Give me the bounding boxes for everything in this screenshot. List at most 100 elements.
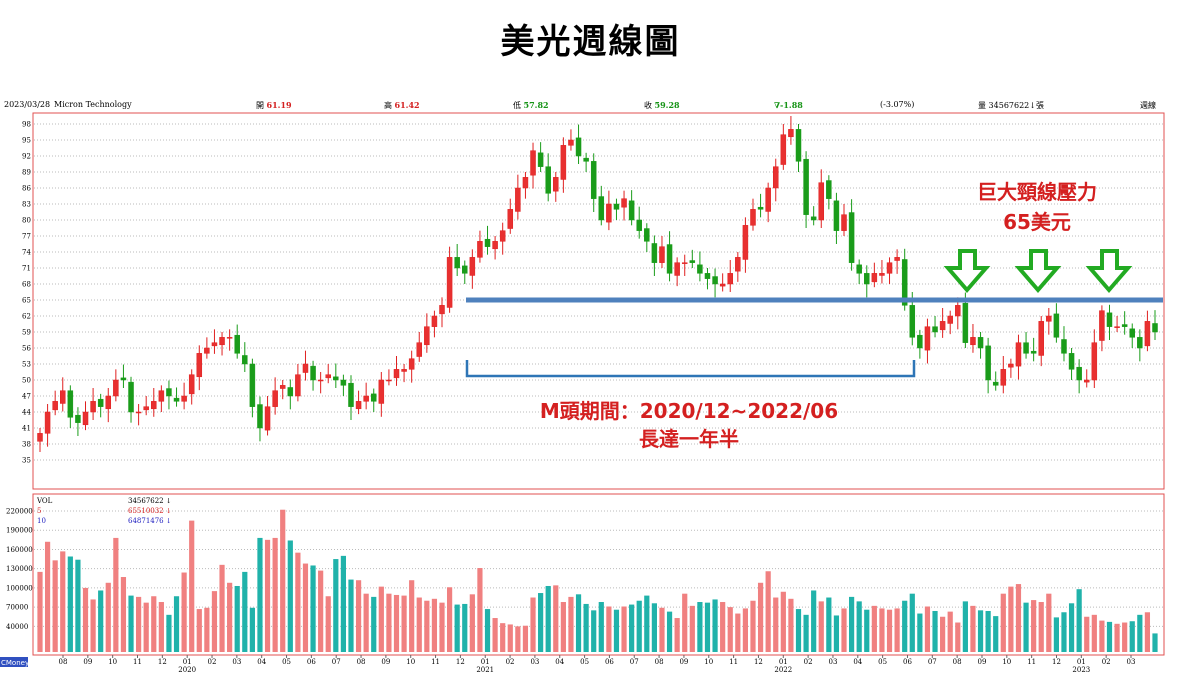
volume-bar: [841, 608, 847, 652]
candle: [166, 380, 172, 410]
volume-bar: [431, 598, 438, 652]
candle: [462, 260, 468, 284]
year-label: 2023: [1072, 666, 1090, 674]
month-label: 09: [679, 658, 688, 666]
volume-bar: [318, 570, 324, 652]
m-top-length: 長達一年半: [639, 427, 739, 451]
candle-body: [818, 182, 825, 221]
volume-bar: [674, 618, 680, 652]
candle-body: [60, 390, 66, 404]
volume-bar: [287, 540, 293, 652]
volume-bar: [1114, 623, 1120, 652]
volume-bar: [606, 606, 612, 652]
volume-bar: [340, 555, 347, 652]
volume-bar: [621, 606, 627, 652]
volume-bar: [82, 587, 89, 652]
volume-unit: ↓張: [1029, 101, 1044, 110]
candle-body: [325, 374, 331, 379]
candle: [499, 222, 506, 255]
candle-body: [613, 203, 620, 210]
candle-body: [196, 353, 203, 378]
volume-bar: [886, 609, 893, 652]
volume-bar: [211, 591, 218, 652]
candle: [795, 124, 802, 172]
volume-bar: [234, 585, 240, 652]
candle-body: [1144, 321, 1151, 347]
month-label: 02: [208, 658, 217, 666]
volume-bar: [651, 603, 657, 652]
candle: [735, 252, 741, 282]
candle-body: [507, 209, 514, 229]
candle-body: [590, 161, 597, 199]
month-label: 03: [1127, 658, 1136, 666]
candle: [393, 356, 400, 386]
candle-body: [1091, 342, 1098, 381]
candle: [841, 204, 847, 236]
price-tick-label: 80: [22, 217, 31, 225]
volume-bar: [955, 622, 961, 652]
candle-body: [606, 203, 612, 223]
volume-bar: [682, 593, 688, 652]
volume-axis-labels: 40000 70000 100000 130000 160000 190000 220000: [6, 508, 33, 631]
price-tick-label: 62: [22, 313, 31, 321]
month-label: 11: [431, 658, 440, 666]
candle-body: [917, 334, 923, 349]
month-label: 03: [232, 658, 241, 666]
price-tick-label: 98: [22, 121, 31, 129]
volume-bar: [477, 568, 483, 652]
candle-body: [439, 305, 445, 315]
resistance-title: 巨大頸線壓力: [977, 180, 1097, 204]
volume-bar: [151, 596, 157, 652]
volume-bar: [439, 602, 445, 652]
price-tick-label: 35: [22, 457, 31, 465]
price-tick-label: 50: [22, 377, 31, 385]
volume-bar: [560, 602, 566, 652]
candle: [644, 223, 650, 252]
candle: [158, 385, 165, 412]
candle-body: [469, 257, 476, 276]
month-label: 11: [729, 658, 738, 666]
ma10-legend-label: 10: [37, 517, 46, 525]
candle-body: [1068, 353, 1075, 370]
candle: [439, 297, 445, 328]
candle-body: [727, 273, 733, 285]
candle: [1015, 334, 1022, 380]
candle: [1030, 337, 1037, 362]
candle: [803, 151, 809, 228]
candle-body: [97, 398, 104, 407]
month-label: 08: [655, 658, 664, 666]
candle: [628, 190, 635, 226]
candle-body: [348, 382, 354, 407]
volume-bar: [742, 608, 749, 652]
candle: [1114, 316, 1120, 332]
month-label: 06: [605, 658, 614, 666]
volume-bar: [636, 600, 642, 652]
volume-bar: [1061, 612, 1067, 652]
candle: [780, 124, 787, 170]
candle: [67, 385, 74, 428]
volume-bar: [924, 606, 931, 652]
candle: [173, 387, 180, 407]
candle-body: [1076, 366, 1082, 381]
volume-bar: [644, 595, 650, 652]
candle: [568, 129, 574, 151]
year-label: 2020: [178, 666, 196, 674]
candle: [1000, 356, 1007, 394]
volume-bar: [1091, 614, 1097, 652]
volume-bar: [333, 559, 339, 652]
price-tick-label: 53: [22, 361, 31, 369]
candle: [515, 174, 521, 220]
volume-bar: [803, 614, 809, 652]
price-tick-label: 65: [22, 297, 31, 305]
candle: [1061, 326, 1067, 362]
year-label: 2022: [774, 666, 792, 674]
candle: [894, 249, 900, 274]
month-label: 07: [332, 658, 341, 666]
candle: [864, 265, 870, 298]
candle: [287, 379, 294, 410]
volume-bar: [727, 607, 733, 652]
month-label: 11: [1027, 658, 1036, 666]
close-label: 收: [644, 101, 652, 110]
candle: [818, 169, 825, 228]
candle-body: [181, 395, 187, 402]
